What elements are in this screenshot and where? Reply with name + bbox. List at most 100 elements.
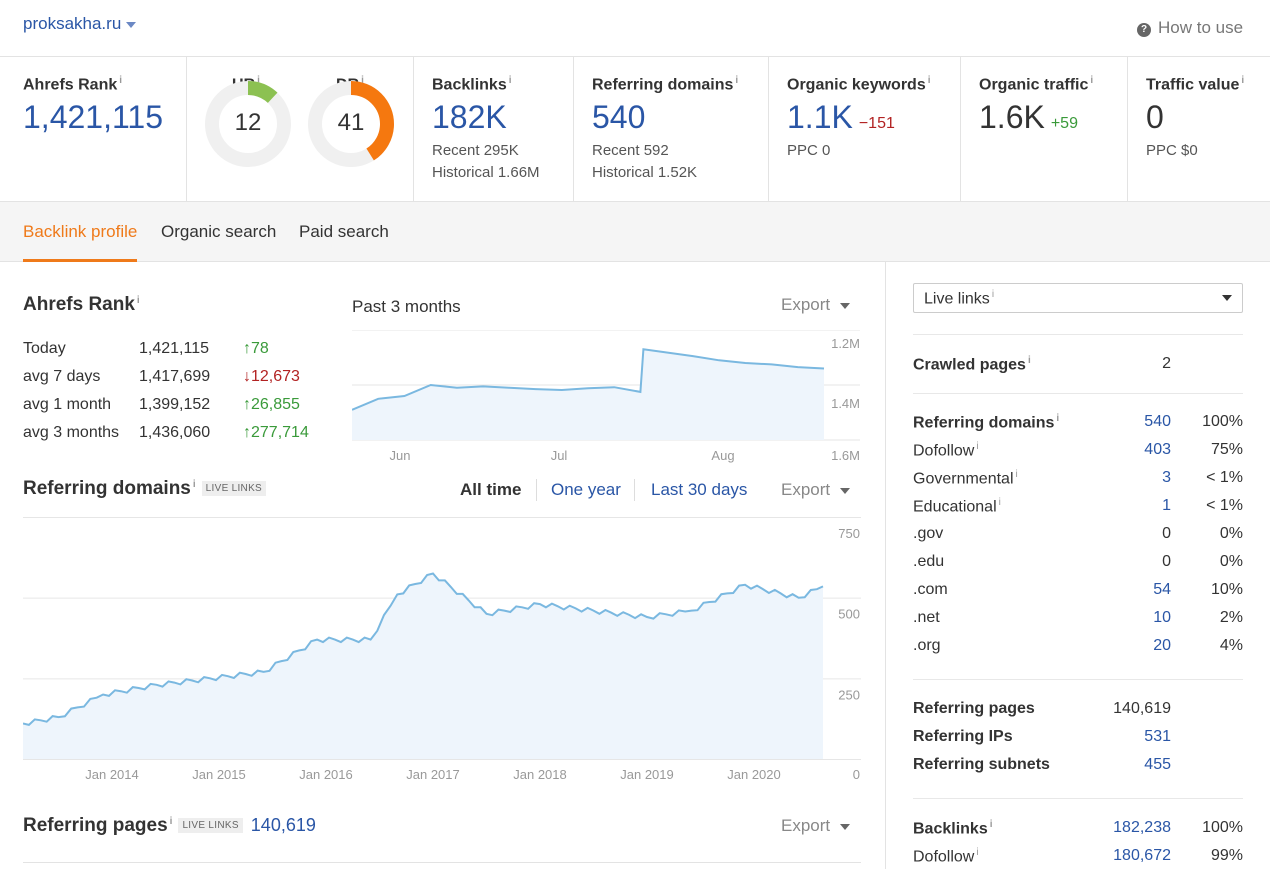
sidebar-percent: 75% (1210, 441, 1243, 458)
y-tick-label: 1.4M (831, 396, 860, 411)
info-icon[interactable]: i (991, 289, 995, 300)
info-icon[interactable]: i (136, 294, 140, 306)
chevron-down-icon[interactable] (840, 823, 851, 830)
y-tick-label: 1.2M (831, 336, 860, 351)
metric-label: Ahrefs Rank i (23, 75, 123, 94)
sidebar-row: .org 20 4% (913, 637, 1243, 661)
referring-domains-chart: 750 500 250 0 Jan 2014 Jan 2015 Jan 2016 Jan 20… (23, 517, 861, 782)
refpages-export-button[interactable]: Export (781, 816, 851, 836)
metric-label: Backlinks i (432, 75, 512, 94)
info-icon[interactable]: i (927, 75, 931, 86)
y-tick-label: 750 (838, 526, 860, 541)
sidebar-value[interactable]: 54 (1153, 581, 1171, 598)
sidebar-row: Referring pages 140,619 (913, 700, 1243, 724)
arrow-up-icon: ↑ (243, 396, 251, 413)
metric-historical: Historical 1.66M (432, 164, 540, 181)
metric-label: Traffic value i (1146, 75, 1245, 94)
sidebar-value[interactable]: 403 (1144, 441, 1171, 458)
info-icon[interactable]: i (976, 441, 979, 452)
y-tick-label: 250 (838, 687, 860, 702)
sidebar-value: 0 (1162, 525, 1171, 542)
range-all-time[interactable]: All time (460, 480, 522, 499)
info-icon[interactable]: i (361, 75, 364, 86)
links-type-select[interactable]: Live links i (913, 283, 1243, 313)
rank-row-label: avg 3 months (23, 424, 120, 441)
metric-value[interactable]: 1.1K (787, 99, 853, 135)
rank-area (352, 349, 824, 440)
sidebar-value[interactable]: 180,672 (1113, 847, 1171, 864)
info-icon[interactable]: i (1056, 413, 1060, 424)
chevron-down-icon[interactable] (840, 487, 851, 494)
range-one-year[interactable]: One year (551, 480, 621, 499)
info-icon[interactable]: i (1241, 75, 1245, 86)
metric-value: 1.6K (979, 99, 1045, 135)
y-tick-label: 0 (853, 767, 860, 782)
sidebar-value[interactable]: 540 (1144, 413, 1171, 430)
ahrefs-rank-chart: 1.2M 1.4M 1.6M Jun Jul Aug (352, 330, 860, 463)
referring-pages-count[interactable]: 140,619 (250, 815, 316, 835)
rank-row-delta: ↓12,673 (243, 368, 300, 385)
live-links-badge: LIVE LINKS (178, 818, 243, 833)
sidebar-value[interactable]: 182,238 (1113, 819, 1171, 836)
info-icon[interactable]: i (257, 75, 260, 86)
sidebar-value: 140,619 (1113, 700, 1171, 717)
x-tick-label: Jan 2016 (299, 767, 353, 782)
domain-selector[interactable]: proksakha.ru (23, 14, 137, 34)
rank-export-button[interactable]: Export (781, 295, 851, 315)
range-last-30-days[interactable]: Last 30 days (651, 480, 748, 499)
sidebar-value[interactable]: 10 (1153, 609, 1171, 626)
sidebar-value[interactable]: 3 (1162, 469, 1171, 486)
sidebar-percent: 100% (1202, 819, 1243, 836)
chevron-down-icon[interactable] (840, 302, 851, 309)
info-icon[interactable]: i (989, 819, 993, 830)
metrics-row: Ahrefs Rank i 1,421,115 UR i 12 DR i 41 Bac… (0, 57, 1270, 202)
sidebar-row: Backlinks i 182,238 100% (913, 819, 1243, 843)
tab-paid-search[interactable]: Paid search (299, 222, 389, 241)
select-value[interactable]: Live links i (924, 289, 995, 308)
rank-row-delta: ↑26,855 (243, 396, 300, 413)
metric-ppc: PPC $0 (1146, 142, 1198, 159)
x-tick-label: Jan 2015 (192, 767, 246, 782)
sidebar-row: Educational i 1 < 1% (913, 497, 1243, 521)
metric-delta: −151 (858, 115, 895, 132)
chevron-down-icon[interactable] (126, 21, 137, 28)
info-icon[interactable]: i (169, 815, 173, 827)
sidebar-percent: 4% (1219, 637, 1243, 654)
info-icon[interactable]: i (119, 75, 123, 86)
domain-name[interactable]: proksakha.ru (23, 14, 122, 33)
how-to-use-link[interactable]: ? How to use (1137, 18, 1243, 38)
sidebar-value[interactable]: 455 (1144, 756, 1171, 773)
tab-organic-search[interactable]: Organic search (161, 222, 277, 241)
sidebar-separator (913, 334, 1243, 335)
metric-backlinks: Backlinks i 182K Recent 295K Historical 1… (414, 57, 574, 202)
tab-bar: Backlink profile Organic search Paid sea… (0, 202, 1270, 262)
info-icon[interactable]: i (1090, 75, 1094, 86)
sidebar-percent: < 1% (1206, 469, 1243, 486)
y-tick-label: 1.6M (831, 448, 860, 463)
tab-backlink-profile[interactable]: Backlink profile (23, 222, 138, 241)
chevron-down-icon[interactable] (1222, 295, 1232, 301)
info-icon[interactable]: i (1015, 469, 1018, 480)
sidebar-value: 2 (1162, 355, 1171, 372)
rank-row-value: 1,417,699 (139, 368, 211, 385)
rank-line (352, 348, 825, 411)
rank-row-delta: ↑277,714 (243, 424, 309, 441)
sidebar-value[interactable]: 20 (1153, 637, 1171, 654)
metric-value[interactable]: 1,421,115 (23, 99, 163, 135)
metric-value[interactable]: 540 (592, 99, 646, 135)
ur-gauge: 12 (205, 81, 291, 167)
refdomains-export-button[interactable]: Export (781, 480, 851, 500)
sidebar-value[interactable]: 1 (1162, 497, 1171, 514)
info-icon[interactable]: i (976, 847, 979, 858)
info-icon[interactable]: i (192, 478, 196, 490)
info-icon[interactable]: i (1027, 355, 1031, 366)
range-separator (634, 479, 635, 501)
sidebar-percent: 0% (1219, 525, 1243, 542)
sidebar-label: Dofollow i (913, 847, 979, 866)
info-icon[interactable]: i (998, 497, 1001, 508)
sidebar-value[interactable]: 531 (1144, 728, 1171, 745)
info-icon[interactable]: i (735, 75, 739, 86)
info-icon[interactable]: i (508, 75, 512, 86)
metric-historical: Historical 1.52K (592, 164, 698, 181)
metric-value[interactable]: 182K (432, 99, 507, 135)
